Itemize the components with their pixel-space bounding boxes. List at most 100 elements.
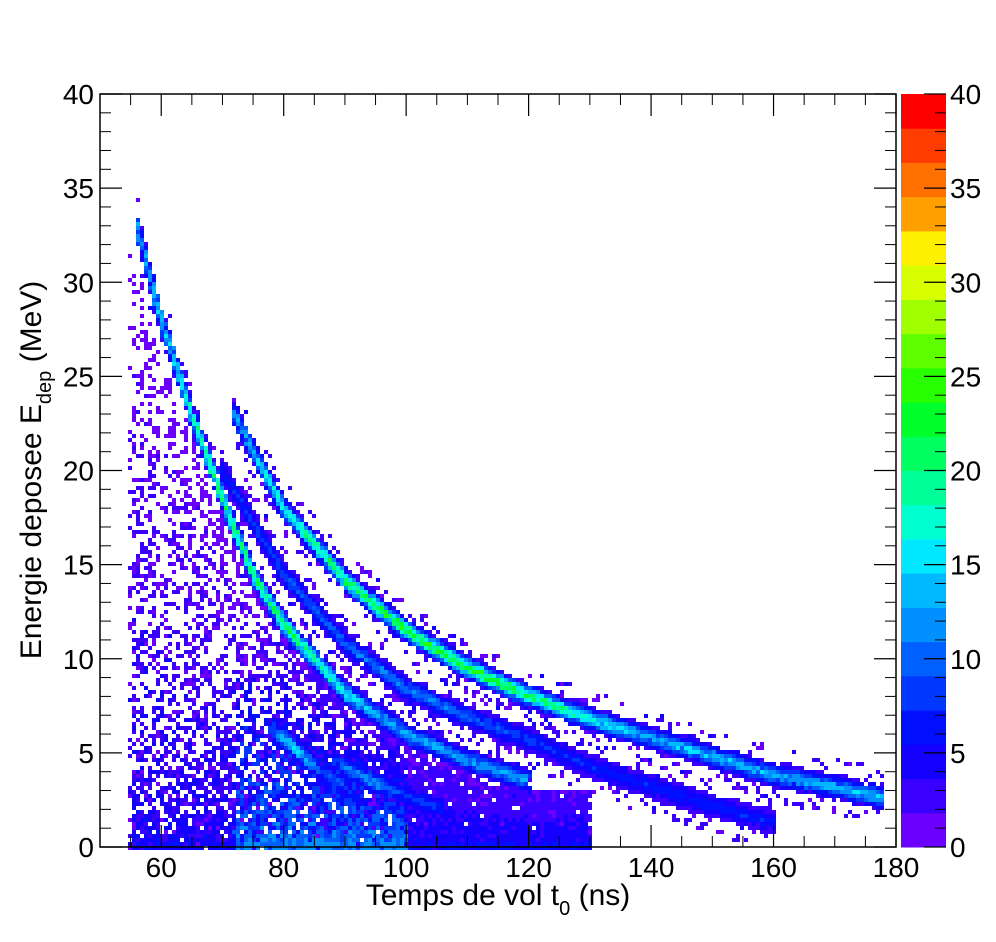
heatmap-cell	[460, 806, 464, 810]
heatmap-cell	[228, 766, 232, 770]
heatmap-cell	[352, 830, 356, 834]
heatmap-cell	[504, 822, 508, 826]
heatmap-cell	[304, 822, 308, 826]
heatmap-cell	[368, 846, 372, 850]
heatmap-cell	[556, 794, 560, 798]
heatmap-cell	[500, 830, 504, 834]
heatmap-cell	[452, 834, 456, 838]
heatmap-cell	[448, 830, 452, 834]
heatmap-cell	[520, 818, 524, 822]
heatmap-cell	[256, 778, 260, 782]
heatmap-cell	[380, 710, 384, 714]
heatmap-cell	[324, 758, 328, 762]
heatmap-cell	[432, 814, 436, 818]
heatmap-cell	[184, 398, 188, 402]
heatmap-cell	[208, 518, 212, 522]
heatmap-cell	[260, 734, 264, 738]
heatmap-cell	[260, 586, 264, 590]
heatmap-cell	[320, 822, 324, 826]
heatmap-cell	[172, 738, 176, 742]
heatmap-cell	[280, 814, 284, 818]
heatmap-cell	[148, 550, 152, 554]
heatmap-cell	[264, 498, 268, 502]
heatmap-cell	[312, 650, 316, 654]
heatmap-cell	[456, 846, 460, 850]
heatmap-cell	[188, 534, 192, 538]
heatmap-cell	[316, 718, 320, 722]
heatmap-cell	[508, 838, 512, 842]
heatmap-cell	[308, 794, 312, 798]
heatmap-cell	[312, 534, 316, 538]
heatmap-cell	[156, 842, 160, 846]
heatmap-cell	[184, 610, 188, 614]
heatmap-cell	[448, 650, 452, 654]
heatmap-cell	[516, 810, 520, 814]
heatmap-cell	[368, 766, 372, 770]
heatmap-cell	[480, 770, 484, 774]
heatmap-cell	[408, 630, 412, 634]
heatmap-cell	[352, 730, 356, 734]
heatmap-cell	[232, 838, 236, 842]
heatmap-cell	[220, 718, 224, 722]
heatmap-cell	[468, 674, 472, 678]
heatmap-cell	[244, 802, 248, 806]
heatmap-cell	[452, 814, 456, 818]
heatmap-cell	[436, 790, 440, 794]
heatmap-cell	[408, 822, 412, 826]
heatmap-cell	[224, 750, 228, 754]
heatmap-cell	[452, 670, 456, 674]
heatmap-cell	[464, 750, 468, 754]
heatmap-cell	[532, 810, 536, 814]
heatmap-cell	[400, 722, 404, 726]
heatmap-cell	[516, 686, 520, 690]
heatmap-cell	[452, 774, 456, 778]
heatmap-cell	[344, 698, 348, 702]
heatmap-cell	[140, 774, 144, 778]
heatmap-cell	[296, 638, 300, 642]
heatmap-cell	[472, 674, 476, 678]
heatmap-cell	[324, 566, 328, 570]
heatmap-cell	[200, 534, 204, 538]
heatmap-cell	[188, 586, 192, 590]
heatmap-cell	[320, 846, 324, 850]
heatmap-cell	[152, 342, 156, 346]
heatmap-cell	[392, 726, 396, 730]
heatmap-cell	[528, 706, 532, 710]
heatmap-cell	[372, 594, 376, 598]
heatmap-cell	[308, 546, 312, 550]
heatmap-cell	[360, 742, 364, 746]
heatmap-cell	[280, 490, 284, 494]
heatmap-cell	[220, 794, 224, 798]
heatmap-cell	[208, 662, 212, 666]
heatmap-cell	[476, 822, 480, 826]
heatmap-cell	[172, 742, 176, 746]
heatmap-cell	[232, 582, 236, 586]
heatmap-cell	[180, 482, 184, 486]
heatmap-cell	[260, 710, 264, 714]
heatmap-cell	[392, 814, 396, 818]
heatmap-cell	[336, 766, 340, 770]
heatmap-cell	[344, 666, 348, 670]
heatmap-cell	[444, 834, 448, 838]
heatmap-cell	[220, 694, 224, 698]
heatmap-cell	[416, 802, 420, 806]
heatmap-cell	[452, 642, 456, 646]
heatmap-cell	[376, 794, 380, 798]
heatmap-cell	[392, 746, 396, 750]
heatmap-cell	[356, 746, 360, 750]
heatmap-cell	[412, 762, 416, 766]
heatmap-cell	[464, 642, 468, 646]
heatmap-cell	[496, 762, 500, 766]
heatmap-cell	[304, 542, 308, 546]
heatmap-cell	[164, 634, 168, 638]
heatmap-cell	[164, 734, 168, 738]
heatmap-cell	[196, 762, 200, 766]
heatmap-cell	[164, 714, 168, 718]
heatmap-cell	[164, 470, 168, 474]
heatmap-cell	[460, 834, 464, 838]
heatmap-cell	[264, 698, 268, 702]
heatmap-cell	[200, 734, 204, 738]
heatmap-cell	[204, 450, 208, 454]
heatmap-cell	[316, 666, 320, 670]
heatmap-cell	[360, 826, 364, 830]
